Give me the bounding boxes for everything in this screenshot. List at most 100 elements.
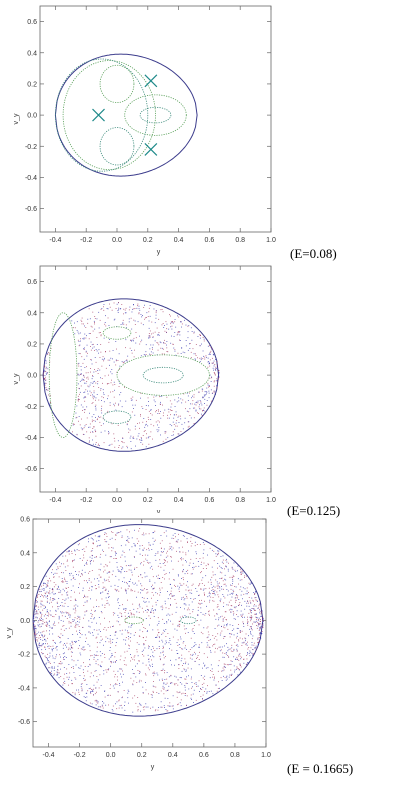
chaotic-point [45,368,47,370]
chaotic-point [259,637,261,638]
chaotic-point [84,571,86,573]
chaotic-point [125,400,127,402]
chaotic-point [214,372,215,374]
chaotic-point [123,552,125,553]
chaotic-point [163,623,165,624]
chaotic-point [101,604,103,606]
chaotic-point [130,339,131,341]
chaotic-point [140,442,142,443]
chaotic-point [127,355,129,357]
chaotic-point [250,582,252,584]
chaotic-point [64,590,65,592]
chaotic-point [80,686,82,688]
chaotic-point [130,435,132,437]
chaotic-point [93,426,95,428]
chaotic-point [46,615,48,616]
chaotic-point [212,645,214,647]
chaotic-point [44,366,46,368]
chaotic-point [140,439,142,441]
chaotic-point [205,588,207,590]
chaotic-point [90,431,91,433]
chaotic-point [259,610,261,612]
chaotic-point [163,683,165,685]
chaotic-point [240,572,242,574]
chaotic-point [146,592,148,594]
chaotic-point [82,406,84,408]
chaotic-point [42,636,44,638]
chaotic-point [48,657,50,658]
chaotic-point [158,646,160,647]
chaotic-point [55,563,57,565]
chaotic-point [52,606,53,608]
chaotic-point [185,663,186,665]
chaotic-point [95,397,97,399]
chaotic-point [155,405,156,406]
chaotic-point [238,655,239,657]
chaotic-point [98,574,100,576]
chaotic-point [199,603,201,605]
chaotic-point [177,541,179,543]
chaotic-point [103,578,105,580]
chaotic-point [166,614,168,616]
chaotic-point [185,589,187,591]
chaotic-point [154,331,156,333]
chaotic-point [217,567,218,569]
chaotic-point [94,670,96,672]
chaotic-point [217,587,219,589]
chaotic-point [33,627,35,629]
chaotic-point [92,689,93,691]
chaotic-point [89,702,91,704]
chaotic-point [209,377,211,379]
chaotic-point [163,688,165,690]
chaotic-point [41,600,43,602]
chaotic-point [177,679,179,681]
chaotic-point [84,614,86,616]
chaotic-point [53,616,55,618]
chaotic-point [142,589,144,591]
chaotic-point [140,392,142,394]
chaotic-point [198,391,200,393]
chaotic-point [157,634,159,636]
chaotic-point [246,644,248,646]
chaotic-point [247,662,249,664]
y-tick-label: 0.6 [20,517,30,524]
chaotic-point [152,348,153,350]
chaotic-point [94,693,96,695]
chaotic-point [172,568,174,570]
chaotic-point [202,396,204,398]
chaotic-point [40,602,42,604]
chaotic-point [153,425,155,427]
chaotic-point [141,577,143,579]
chaotic-point [48,353,50,355]
chaotic-point [160,401,161,403]
chaotic-point [86,561,87,563]
chaotic-point [106,671,108,673]
chaotic-point [182,546,183,548]
chaotic-point [218,378,219,380]
chaotic-point [56,602,58,604]
chaotic-point [92,555,93,557]
chaotic-point [79,353,81,355]
chaotic-point [59,591,61,593]
chaotic-point [125,608,127,610]
chaotic-point [199,544,201,545]
chaotic-point [137,697,139,698]
chaotic-point [93,395,95,397]
chaotic-point [236,656,238,658]
chaotic-point [122,437,124,439]
chaotic-point [121,697,123,699]
chaotic-point [203,409,204,411]
chaotic-point [203,338,205,340]
y-tick-label: -0.4 [25,435,37,442]
chaotic-point [181,557,182,559]
chaotic-point [96,646,98,648]
chaotic-point [116,684,118,685]
chaotic-point [121,633,123,635]
chaotic-point [190,573,192,575]
chaotic-point [187,581,188,583]
chaotic-point [217,688,219,689]
chaotic-point [159,592,161,593]
chaotic-point [219,590,221,592]
chaotic-point [71,679,73,681]
chaotic-point [207,685,208,687]
